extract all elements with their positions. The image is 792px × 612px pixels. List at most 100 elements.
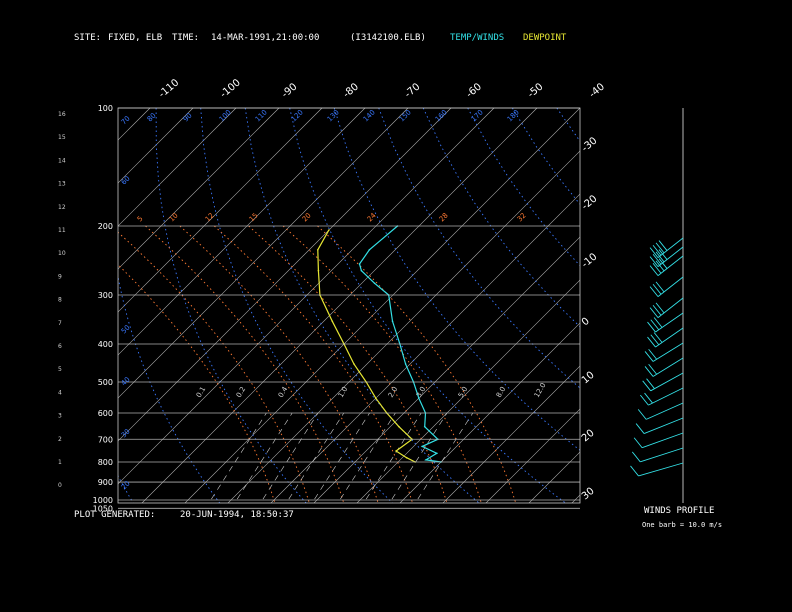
wind-barb-feather [655, 281, 665, 293]
mixing-ratio-line [234, 412, 293, 503]
mixing-ratio-line [363, 412, 422, 503]
isotherm-line [118, 108, 151, 141]
wind-barb-feather [648, 348, 657, 360]
dry-adiabat [690, 108, 792, 508]
height-tick-label: 3 [58, 413, 62, 420]
top-temp-label: -70 [403, 81, 423, 100]
temperature-profile [358, 225, 442, 463]
height-tick-label: 5 [58, 366, 62, 373]
dry-adiabat-label: 110 [254, 108, 269, 123]
top-temp-label: -80 [341, 81, 361, 100]
wind-barb-feather [652, 244, 662, 256]
wind-barb-feather [631, 451, 641, 463]
mixing-ratio-label: 8.0 [495, 385, 507, 399]
dewpoint-profile-point [405, 456, 408, 459]
top-temp-label: -60 [464, 81, 484, 100]
dewpoint-profile-point [317, 248, 319, 251]
right-temp-label: 0 [580, 316, 592, 329]
isotherm-line [118, 108, 280, 270]
temperature-profile-point [423, 425, 426, 428]
wind-barb-feather [649, 286, 659, 297]
wind-barb-feather [652, 283, 662, 295]
mixing-ratio-label: 1.0 [337, 385, 349, 399]
dry-adiabat [467, 108, 580, 267]
wind-barb [641, 432, 684, 449]
pressure-tick-label: 200 [98, 222, 113, 231]
right-temp-label: -20 [580, 193, 600, 212]
dewpoint-profile-point [327, 229, 330, 232]
isotherm-line [356, 279, 580, 503]
height-tick-label: 8 [58, 297, 62, 304]
wind-barb-feather [635, 423, 645, 434]
mixing-ratio-label: 12.0 [533, 381, 548, 399]
dry-adiabat [0, 108, 49, 508]
dewpoint-profile-point [317, 269, 320, 272]
wind-barb [657, 276, 684, 297]
height-tick-label: 9 [58, 273, 62, 280]
mixing-ratio-line [208, 412, 267, 503]
dewpoint-profile-point [331, 320, 334, 323]
site-label: SITE: [74, 33, 102, 43]
wind-barb-feather [644, 392, 653, 404]
dry-adiabat [735, 108, 792, 508]
temp-winds-legend: TEMP/WINDS [450, 33, 505, 43]
wind-barb-feather [653, 332, 663, 343]
dry-adiabat-label: 80 [146, 111, 158, 123]
moist-adiabat [179, 225, 379, 503]
pressure-tick-label: 600 [98, 409, 113, 418]
dry-adiabat-label: 160 [434, 108, 449, 123]
wind-barb-feather [652, 253, 662, 265]
moist-adiabat [248, 225, 448, 503]
temperature-profile-point [421, 445, 423, 448]
mixing-ratio-line [311, 412, 370, 503]
height-tick-label: 6 [58, 343, 62, 350]
dry-adiabat-label: 60 [120, 174, 132, 186]
isotherm-line [0, 108, 64, 503]
dry-adiabat [779, 108, 792, 508]
dry-adiabat-label: 170 [470, 108, 485, 123]
mixing-ratio-label: 0.4 [277, 385, 290, 399]
dewpoint-profile-point [398, 425, 400, 428]
wind-barb [655, 327, 684, 348]
time-label: TIME: [172, 33, 200, 43]
winds-profile-title: WINDS PROFILE [644, 506, 715, 516]
moist-adiabat-label: 12 [204, 211, 216, 223]
dry-adiabat-label: 20 [120, 479, 132, 491]
temperature-profile-point [425, 459, 427, 461]
wind-barb-feather [655, 242, 665, 254]
temperature-profile-point [373, 282, 376, 285]
moist-adiabat [145, 225, 345, 503]
wind-barb [640, 447, 684, 463]
wind-barb-feather [642, 380, 652, 392]
height-tick-label: 15 [58, 134, 66, 141]
dry-adiabat [556, 108, 580, 143]
moist-adiabat-label: 32 [516, 211, 528, 223]
isotherm-line [442, 365, 580, 503]
isotherm-line [118, 108, 194, 184]
height-tick-label: 7 [58, 320, 62, 327]
wind-barb-feather [646, 378, 655, 389]
dewpoint-legend: DEWPOINT [523, 33, 567, 43]
height-tick-label: 12 [58, 204, 66, 211]
moist-adiabat-label: 24 [366, 211, 378, 223]
wind-barb-feather [644, 366, 654, 377]
wind-barb [638, 462, 684, 477]
top-temp-label: -50 [526, 81, 546, 100]
wind-barb-feather [650, 334, 660, 346]
moist-adiabat [118, 231, 310, 503]
temperature-profile-point [360, 269, 363, 272]
isotherm-line [184, 108, 580, 503]
dry-adiabat [244, 108, 480, 503]
isotherm-line [615, 108, 792, 503]
plot-area [0, 108, 792, 508]
wind-barb-feather [655, 260, 665, 272]
height-tick-label: 4 [58, 389, 62, 396]
height-tick-label: 16 [58, 111, 66, 118]
moist-adiabat-label: 20 [301, 211, 313, 223]
site-value: FIXED, ELB [108, 33, 163, 43]
wind-barb-feather [649, 256, 659, 267]
pressure-tick-label: 500 [98, 378, 113, 387]
mixing-ratio-line [389, 412, 448, 503]
file-name: (I3142100.ELB) [350, 33, 426, 43]
height-tick-label: 0 [58, 482, 62, 489]
